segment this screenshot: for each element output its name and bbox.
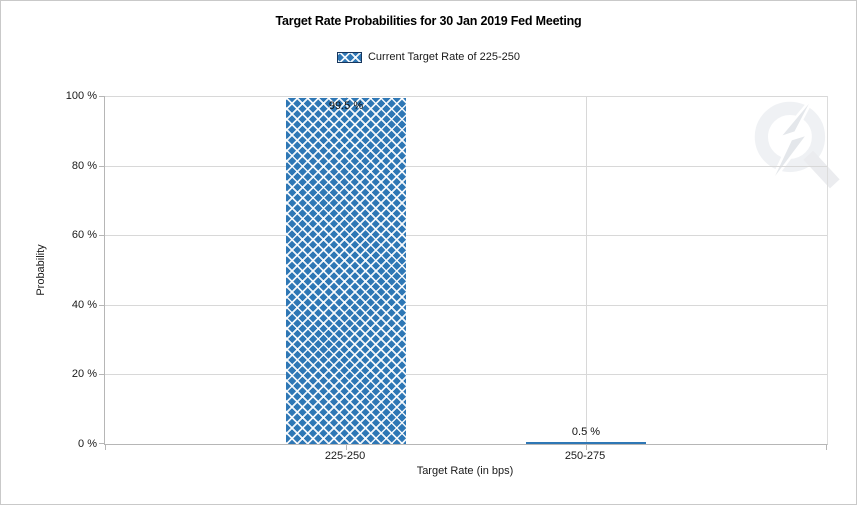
gridline-vertical	[586, 96, 587, 444]
y-tick-label: 60 %	[71, 229, 97, 241]
legend: Current Target Rate of 225-250	[1, 51, 856, 63]
y-axis-tick	[99, 235, 105, 236]
y-axis-tick	[99, 443, 105, 444]
gridline-horizontal	[105, 166, 827, 167]
plot-area: 99.5 % 0.5 %	[99, 96, 828, 450]
y-tick-label: 40 %	[71, 299, 97, 311]
bar-value-label: 99.5 %	[328, 99, 364, 112]
y-tick-label: 20 %	[71, 368, 97, 380]
x-axis-tick	[826, 444, 827, 450]
bar-value-label: 0.5 %	[571, 426, 601, 438]
y-axis-tick	[99, 96, 105, 97]
legend-label: Current Target Rate of 225-250	[367, 51, 521, 63]
y-axis-tick	[99, 166, 105, 167]
x-axis-tick	[586, 444, 587, 450]
y-axis-tick	[99, 374, 105, 375]
x-axis-tick	[105, 444, 106, 450]
y-tick-label: 80 %	[71, 160, 97, 172]
y-axis-tick	[99, 305, 105, 306]
legend-swatch-crosshatch-icon	[336, 51, 362, 63]
x-axis-title: Target Rate (in bps)	[416, 465, 514, 477]
gridline-horizontal	[105, 235, 827, 236]
gridline-horizontal	[105, 374, 827, 375]
gridline-horizontal	[105, 96, 827, 97]
x-tick-label: 250-275	[564, 450, 606, 462]
y-tick-label: 0 %	[78, 438, 97, 450]
x-axis-tick	[346, 444, 347, 450]
probability-bar	[526, 442, 646, 444]
gridline-horizontal	[105, 305, 827, 306]
probability-bar	[286, 97, 406, 444]
quikstrike-watermark-icon	[754, 93, 840, 189]
y-tick-label: 100 %	[65, 90, 97, 102]
x-tick-label: 225-250	[324, 450, 366, 462]
chart-title: Target Rate Probabilities for 30 Jan 201…	[275, 14, 582, 28]
y-axis-title: Probability	[35, 244, 47, 296]
